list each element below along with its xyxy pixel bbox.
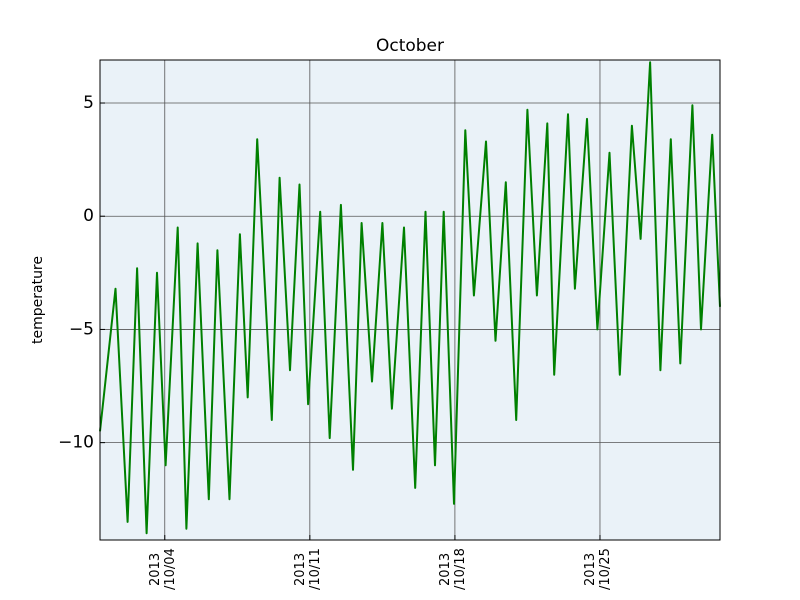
y-tick-label: 5 [83,93,94,113]
x-tick-label: 2013 /10/25 [582,548,613,590]
y-tick-label: 0 [83,206,94,226]
data-line [99,61,721,535]
y-axis-label: temperature [30,256,46,344]
y-tick-label: −10 [58,433,94,453]
y-tick-label: −5 [69,319,94,339]
x-tick-label: 2013 /10/04 [147,548,178,590]
plot-frame [99,59,721,541]
x-tick-label: 2013 /10/18 [437,548,468,590]
chart-title: October [376,36,444,56]
x-tick-label: 2013 /10/11 [292,548,323,590]
plot-area [100,60,720,540]
